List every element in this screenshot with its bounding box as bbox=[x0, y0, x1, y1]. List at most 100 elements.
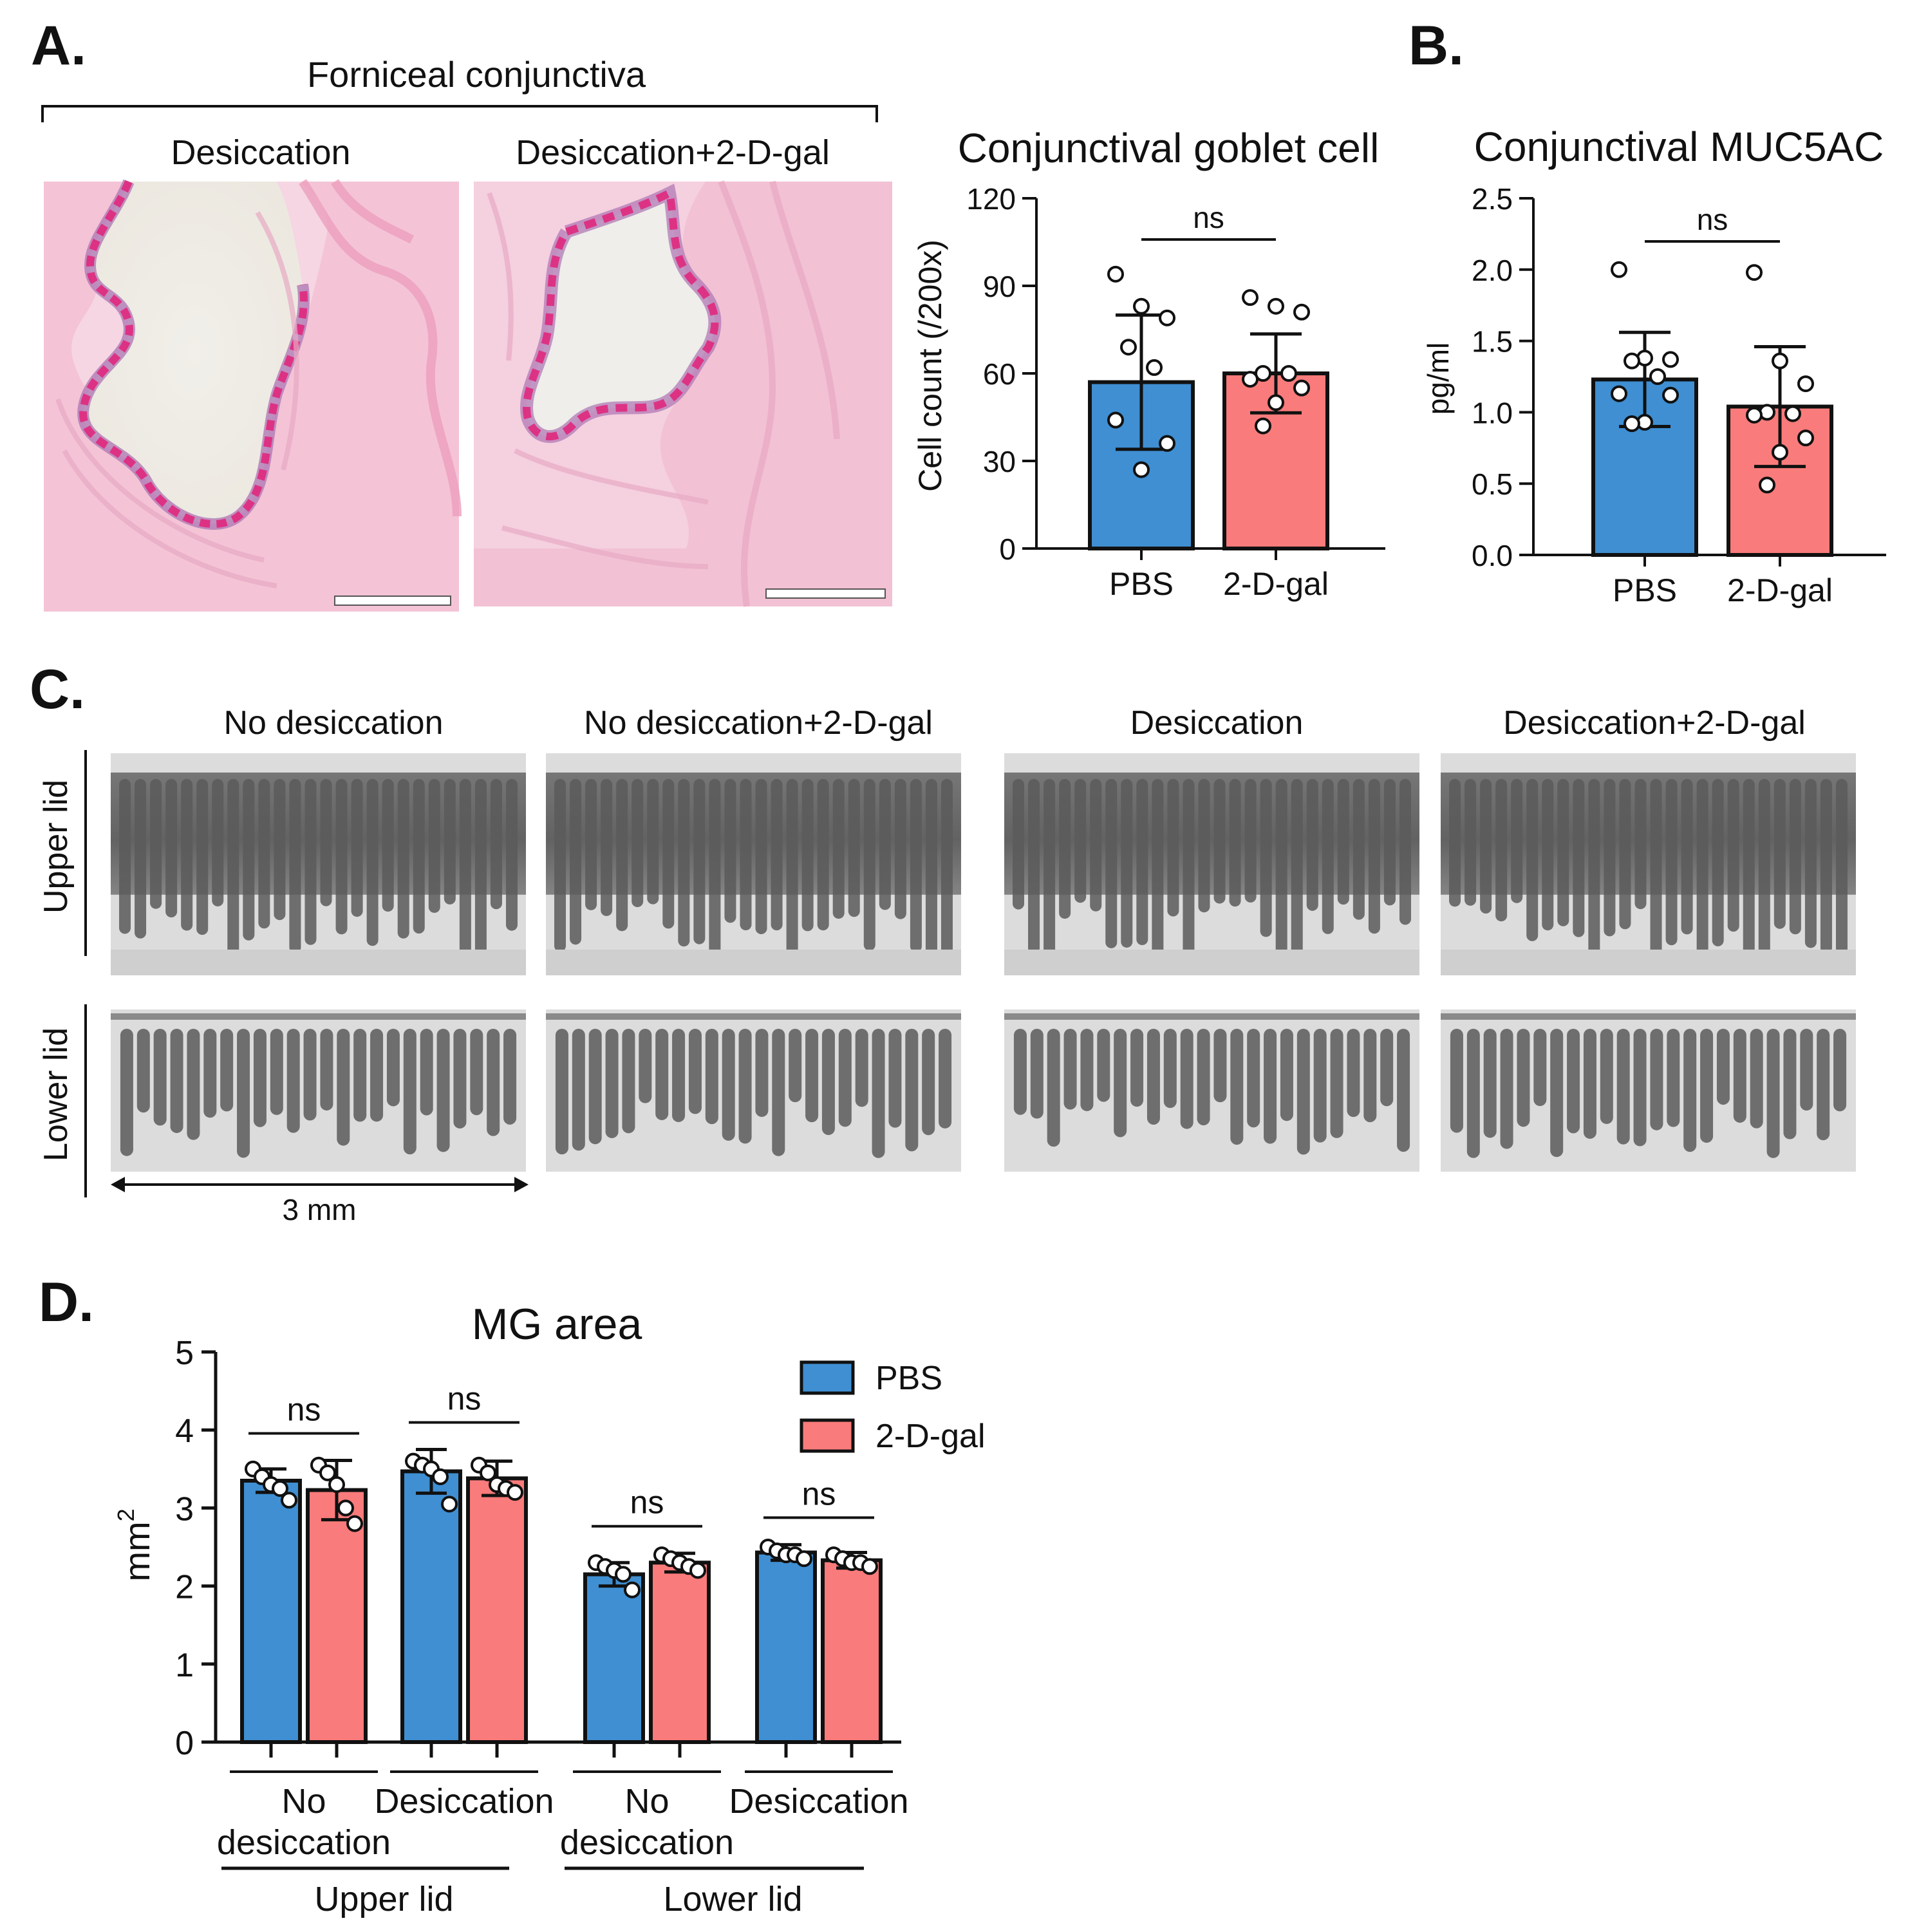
meibography-image-upper-2 bbox=[546, 753, 961, 975]
gland bbox=[203, 1029, 217, 1118]
gland bbox=[1383, 779, 1396, 906]
gland-band bbox=[1004, 773, 1419, 895]
gland bbox=[1480, 779, 1492, 914]
gland bbox=[1044, 779, 1056, 961]
gland bbox=[1397, 1029, 1410, 1152]
data-point bbox=[1611, 385, 1627, 402]
data-point bbox=[1293, 379, 1310, 397]
gland bbox=[622, 1029, 635, 1134]
gland bbox=[1542, 779, 1554, 931]
gland bbox=[1013, 1029, 1027, 1115]
gland bbox=[705, 1029, 718, 1125]
gland bbox=[289, 779, 301, 953]
panel-b-letter: B. bbox=[1409, 15, 1464, 77]
gland bbox=[181, 779, 193, 931]
gland bbox=[1147, 1029, 1160, 1125]
data-point bbox=[615, 1566, 632, 1583]
histology-label-desiccation: Desiccation bbox=[171, 133, 350, 172]
gland bbox=[1758, 779, 1770, 961]
y-tick-label: 1 bbox=[175, 1647, 194, 1684]
y-tick-label: 2 bbox=[175, 1569, 194, 1606]
data-point bbox=[624, 1581, 641, 1599]
gland bbox=[135, 779, 147, 939]
gland bbox=[1783, 1029, 1797, 1140]
chart-mg-ylabel-unit: mm bbox=[117, 1521, 157, 1581]
gland bbox=[1604, 779, 1616, 937]
gland bbox=[1727, 779, 1739, 932]
group-label: Desiccation bbox=[729, 1782, 908, 1821]
gland bbox=[672, 1029, 686, 1122]
panel-a-title: Forniceal conjunctiva bbox=[307, 54, 646, 95]
gland bbox=[922, 1029, 935, 1136]
gland bbox=[119, 779, 131, 934]
x-tick-label-2-d-gal: 2-D-gal bbox=[1223, 566, 1329, 602]
meibography-image-upper-1 bbox=[111, 753, 526, 975]
gland bbox=[1774, 779, 1786, 929]
gland bbox=[755, 779, 767, 935]
gland bbox=[1750, 1029, 1763, 1129]
gland bbox=[1550, 1029, 1564, 1158]
gland bbox=[1716, 1029, 1730, 1105]
data-point bbox=[319, 1464, 336, 1481]
gland bbox=[1634, 779, 1647, 910]
gland bbox=[1583, 1029, 1596, 1139]
gland-band bbox=[111, 773, 526, 895]
gland bbox=[1352, 779, 1365, 920]
data-point bbox=[1242, 371, 1259, 388]
panel-d-letter: D. bbox=[39, 1271, 94, 1333]
gland bbox=[1368, 779, 1380, 934]
group-label: Desiccation bbox=[374, 1782, 554, 1821]
y-tick-label: 3 bbox=[175, 1490, 194, 1528]
gland bbox=[1244, 779, 1257, 903]
gland bbox=[688, 1029, 702, 1114]
lid-margin bbox=[546, 950, 961, 975]
y-tick-label: 120 bbox=[966, 182, 1016, 216]
gland bbox=[1230, 1029, 1244, 1145]
mg-column-label-no-desiccation-2dgal: No desiccation+2-D-gal bbox=[584, 704, 933, 742]
gland bbox=[453, 1029, 467, 1129]
gland bbox=[1789, 779, 1801, 935]
data-point bbox=[272, 1480, 288, 1497]
gland bbox=[237, 1029, 250, 1158]
gland bbox=[616, 779, 628, 932]
y-tick-label: 0 bbox=[175, 1725, 194, 1762]
y-tick-label: 1.0 bbox=[1472, 396, 1513, 429]
gland bbox=[227, 779, 239, 960]
lid-margin bbox=[1004, 950, 1419, 975]
data-point bbox=[1611, 261, 1627, 278]
gland bbox=[786, 779, 798, 957]
gland bbox=[1700, 1029, 1714, 1143]
gland bbox=[505, 779, 518, 931]
bar-2dgal bbox=[821, 1558, 883, 1744]
significance-label: ns bbox=[447, 1381, 482, 1417]
gland bbox=[1247, 1029, 1260, 1128]
meibography-image-lower-1 bbox=[111, 1009, 526, 1172]
meibomian-gland-images bbox=[111, 753, 1856, 1172]
gland bbox=[1681, 779, 1693, 935]
data-point bbox=[1797, 429, 1814, 447]
gland bbox=[1833, 1029, 1847, 1112]
gland bbox=[1667, 1029, 1680, 1127]
lid-margin bbox=[1004, 1013, 1419, 1020]
panel-c-letter: C. bbox=[30, 659, 85, 720]
gland bbox=[1296, 1029, 1310, 1155]
gland bbox=[397, 779, 409, 939]
x-tick-label-pbs: PBS bbox=[1109, 566, 1174, 602]
gland bbox=[1275, 779, 1287, 957]
gland bbox=[1198, 779, 1210, 913]
chart-muc5ac: Conjunctival MUC5AC pg/ml 0.0 0.5 1.0 1.5 2.… bbox=[1421, 124, 1886, 608]
bar-pbs bbox=[240, 1478, 302, 1744]
gland bbox=[555, 1029, 568, 1155]
gland bbox=[258, 779, 270, 929]
histology-image-desiccation bbox=[0, 179, 462, 612]
gland bbox=[838, 1029, 852, 1127]
gland bbox=[724, 779, 736, 923]
data-point bbox=[1662, 386, 1679, 404]
data-point bbox=[1280, 365, 1297, 382]
y-tick-label: 0 bbox=[999, 532, 1016, 566]
gland bbox=[1650, 779, 1662, 961]
gland bbox=[894, 779, 906, 919]
data-point bbox=[328, 1476, 345, 1494]
gland bbox=[1167, 779, 1179, 917]
gland bbox=[1229, 779, 1241, 907]
